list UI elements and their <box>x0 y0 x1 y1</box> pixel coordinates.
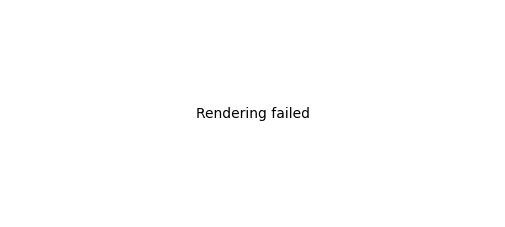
Text: Rendering failed: Rendering failed <box>195 106 310 121</box>
